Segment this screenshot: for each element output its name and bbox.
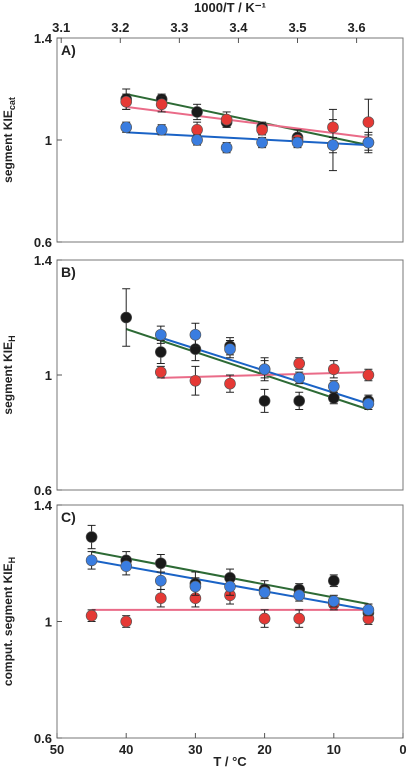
plot-frame: [56, 504, 404, 739]
data-point: [327, 380, 340, 393]
data-point: [327, 139, 339, 151]
y-axis-label: comput. segment KIEH: [1, 557, 17, 686]
data-point: [85, 554, 98, 567]
y-tick-label: 1: [45, 368, 52, 383]
data-point: [120, 560, 132, 572]
y-axis-label-main: segment KIE: [1, 342, 15, 415]
panel-label: B): [61, 264, 76, 280]
data-point: [155, 346, 167, 358]
y-axis-label-sub: H: [7, 557, 17, 564]
data-point: [155, 98, 168, 111]
data-point: [258, 586, 271, 599]
data-point: [327, 363, 340, 376]
top-x-tick-label: 3.6: [348, 20, 366, 35]
fit-line: [125, 328, 369, 411]
y-tick-label: 1.4: [34, 253, 53, 268]
data-point: [258, 395, 271, 407]
top-x-tick-label: 3.2: [111, 20, 129, 35]
data-point: [327, 121, 339, 134]
panel-b: 0.6 1 1.4 B) segment KIEH: [1, 253, 404, 498]
data-point: [155, 574, 167, 587]
data-point: [155, 592, 167, 605]
data-point: [189, 374, 202, 387]
y-tick-label: 0.6: [34, 483, 52, 498]
x-axis-label: T / °C: [213, 754, 247, 769]
data-point: [120, 121, 132, 134]
y-tick-label: 0.6: [34, 731, 52, 746]
data-point: [362, 116, 375, 128]
plot-frame: [56, 37, 404, 243]
data-point: [256, 136, 268, 149]
data-point: [293, 395, 306, 407]
y-tick-label: 1: [45, 133, 52, 148]
y-tick-label: 1.4: [34, 31, 53, 46]
data-point: [120, 311, 132, 324]
data-point: [85, 609, 98, 622]
data-point: [155, 328, 167, 341]
data-point: [191, 124, 203, 136]
data-point: [85, 531, 98, 543]
data-point: [293, 372, 306, 384]
data-point: [224, 377, 236, 390]
data-point: [362, 397, 375, 410]
data-point: [220, 141, 233, 154]
data-point: [155, 557, 167, 570]
y-axis-label: segment KIEH: [1, 335, 17, 414]
panel-a: 0.6 1 1.4 A) segment KIEcat 3.1 3.2 3.3 3.4 3.5 3.…: [1, 0, 404, 250]
data-point: [120, 95, 132, 108]
data-point: [327, 392, 340, 404]
data-point: [327, 574, 340, 587]
x-tick-label: 10: [327, 742, 341, 757]
top-x-tick-label: 3.3: [170, 20, 188, 35]
y-tick-label: 1.4: [34, 498, 53, 513]
x-tick-label: 40: [119, 742, 133, 757]
top-x-tick-label: 3.5: [288, 20, 306, 35]
y-axis-label: segment KIEcat: [1, 97, 17, 183]
data-point: [362, 136, 375, 149]
data-point: [293, 589, 306, 602]
data-point: [362, 604, 375, 616]
data-point: [189, 580, 202, 593]
data-point: [224, 580, 236, 593]
y-axis-label-sub: cat: [7, 97, 17, 110]
x-tick-label: 50: [50, 742, 64, 757]
data-point: [293, 357, 306, 370]
panel-label: A): [61, 42, 76, 58]
data-point: [258, 612, 271, 625]
fit-line: [126, 105, 369, 139]
data-point: [293, 612, 306, 625]
data-point: [155, 124, 168, 136]
y-axis-label-main: segment KIE: [1, 110, 15, 183]
x-tick-label: 0: [399, 742, 406, 757]
data-point: [258, 363, 271, 376]
data-point: [155, 366, 167, 378]
data-point: [327, 595, 340, 607]
panel-label: C): [61, 509, 76, 525]
data-point: [191, 134, 203, 146]
data-point: [224, 343, 236, 355]
data-point: [189, 328, 202, 341]
y-axis-label-sub: H: [7, 335, 17, 342]
data-point: [220, 113, 233, 126]
top-x-axis-label: 1000/T / K⁻¹: [194, 0, 266, 15]
data-point: [191, 106, 203, 118]
data-point: [256, 124, 268, 136]
panel-c: 0.6 1 1.4 C) comput. segment KIEH 50 40 30 20 10 0…: [1, 498, 407, 769]
y-axis-label-main: comput. segment KIE: [1, 563, 15, 686]
y-tick-label: 1: [45, 615, 52, 630]
y-tick-label: 0.6: [34, 235, 52, 250]
data-point: [362, 369, 375, 381]
top-x-tick-label: 3.4: [229, 20, 248, 35]
x-tick-label: 30: [188, 742, 202, 757]
x-tick-label: 20: [257, 742, 271, 757]
data-point: [120, 615, 132, 628]
top-x-tick-label: 3.1: [52, 20, 70, 35]
data-point: [291, 136, 304, 149]
